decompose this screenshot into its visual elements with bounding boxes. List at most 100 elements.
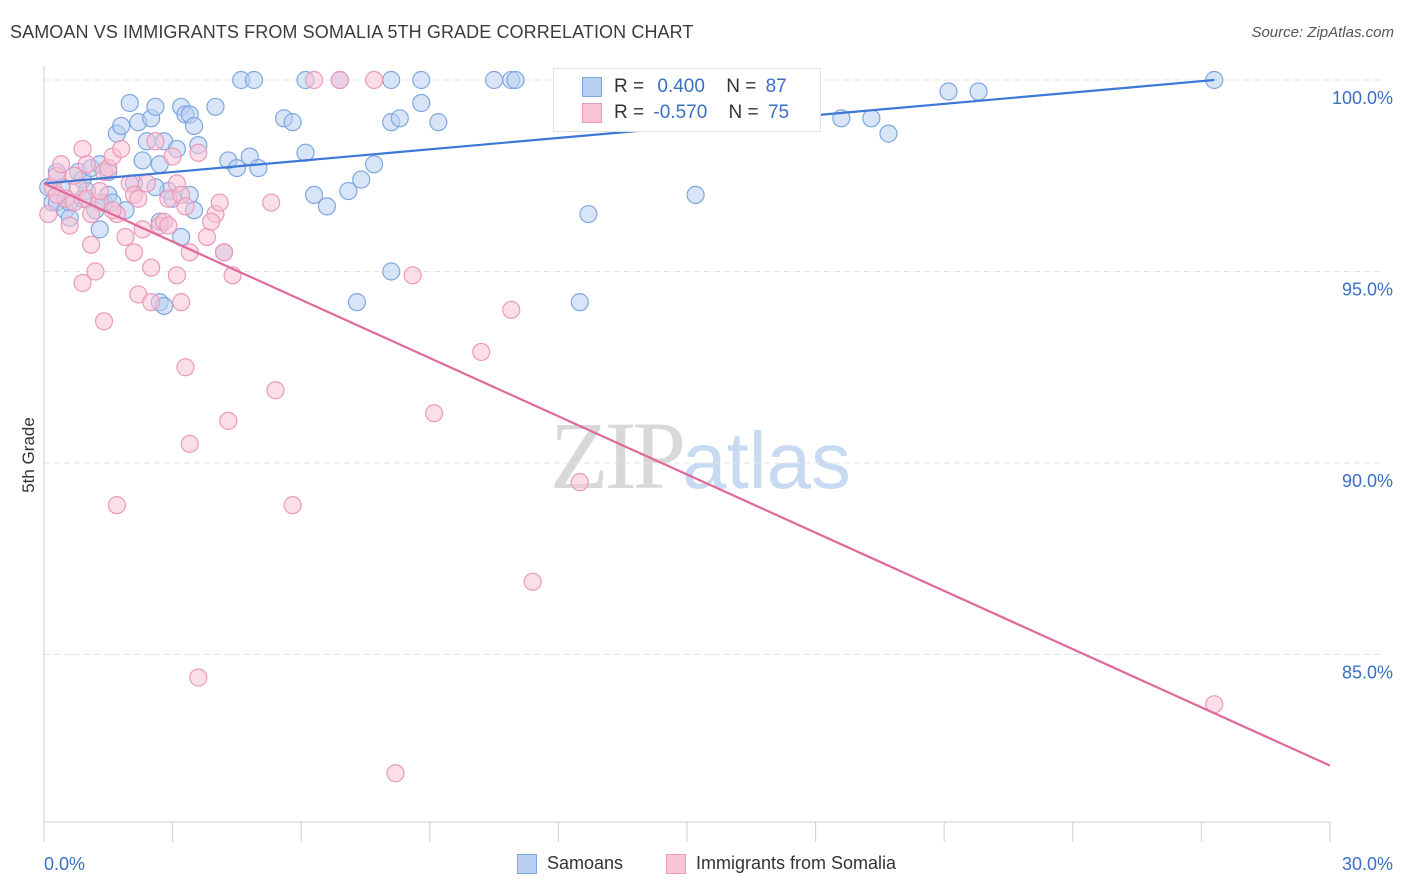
somalia-legend-swatch: [666, 854, 686, 874]
somalia-point: [219, 411, 238, 430]
samoans-point: [412, 93, 431, 113]
somalia-point: [189, 143, 208, 162]
samoans-point: [879, 124, 898, 143]
somalia-trend-line: [43, 182, 1331, 767]
samoans-point: [429, 113, 448, 132]
n-label: N =: [726, 76, 757, 97]
y-tick-label: 85.0%: [1342, 663, 1393, 683]
samoans-point: [244, 70, 264, 90]
y-tick-label: 95.0%: [1342, 280, 1393, 300]
somalia-point: [90, 181, 109, 201]
x-tick-label-max: 30.0%: [1342, 854, 1393, 874]
somalia-point: [403, 266, 422, 285]
samoans-point: [90, 220, 109, 239]
somalia-n-value: 75: [767, 102, 790, 123]
somalia-points: [39, 70, 1224, 783]
somalia-point: [52, 155, 71, 174]
somalia-point: [82, 235, 101, 254]
grid: [44, 79, 1380, 655]
somalia-point: [116, 227, 135, 247]
somalia-point: [214, 243, 234, 262]
somalia-point: [523, 572, 542, 591]
somalia-point: [142, 293, 161, 312]
somalia-point: [142, 258, 161, 277]
somalia-point: [266, 381, 285, 400]
somalia-point: [73, 273, 92, 293]
samoans-r-value: 0.400: [657, 76, 705, 97]
somalia-point: [330, 70, 349, 90]
x-tick-label-min: 0.0%: [44, 854, 85, 874]
somalia-point: [167, 266, 186, 285]
samoans-point: [862, 109, 881, 128]
y-tick-label: 90.0%: [1342, 471, 1393, 491]
samoans-point: [317, 197, 337, 216]
samoans-point: [283, 113, 302, 132]
samoans-legend-label: Samoans: [547, 853, 624, 873]
somalia-point: [77, 155, 96, 174]
somalia-point: [146, 132, 165, 151]
axes: [43, 66, 1331, 842]
samoans-point: [382, 70, 401, 90]
samoans-point: [364, 155, 384, 174]
somalia-point: [283, 496, 302, 515]
samoans-point: [352, 170, 371, 189]
samoans-point: [485, 70, 504, 90]
somalia-point: [176, 358, 195, 377]
watermark-atlas: atlas: [682, 416, 851, 505]
somalia-point: [180, 434, 199, 453]
samoans-point: [579, 204, 598, 224]
samoans-n-value: 87: [765, 76, 787, 97]
somalia-point: [210, 193, 229, 212]
somalia-point: [39, 204, 58, 224]
r-label: R =: [614, 102, 645, 123]
samoans-point: [969, 82, 988, 101]
source-label: Source: ZipAtlas.com: [1251, 24, 1394, 41]
somalia-point: [124, 243, 144, 262]
axis-labels: 85.0% 90.0% 95.0% 100.0% 0.0% 30.0% 5th Grade: [19, 88, 1393, 874]
y-axis-title: 5th Grade: [19, 417, 38, 493]
samoans-point: [686, 185, 705, 204]
n-label: N =: [728, 102, 759, 123]
samoans-point: [120, 93, 139, 113]
somalia-point: [502, 300, 521, 319]
somalia-r-value: -0.570: [653, 102, 708, 123]
somalia-point: [73, 139, 92, 159]
somalia-point: [424, 404, 444, 423]
somalia-point: [172, 293, 191, 312]
somalia-point: [262, 193, 281, 212]
samoans-point: [339, 181, 358, 201]
samoans-point: [347, 293, 367, 312]
samoans-point: [412, 70, 431, 90]
y-tick-label: 100.0%: [1332, 88, 1393, 108]
somalia-point: [364, 70, 384, 90]
samoans-point: [382, 262, 401, 281]
somalia-point: [304, 70, 324, 90]
samoans-legend-swatch: [517, 854, 537, 874]
samoans-point: [304, 185, 324, 204]
watermark-zip: ZIP: [550, 402, 686, 509]
legend-text-samoans: R = 0.400 N = 87: [614, 76, 787, 98]
samoans-point: [390, 109, 409, 128]
samoans-point: [570, 293, 589, 312]
samoans-point: [249, 158, 268, 178]
samoans-point: [506, 70, 525, 90]
somalia-point: [60, 216, 79, 235]
correlation-legend: R = 0.400 N = 87 R = -0.570 N = 75: [553, 68, 821, 132]
somalia-point: [472, 342, 491, 362]
somalia-point: [94, 312, 114, 331]
somalia-point: [129, 189, 148, 208]
samoans-point: [939, 82, 958, 101]
somalia-point: [163, 147, 182, 166]
somalia-point: [107, 496, 126, 515]
somalia-point: [189, 668, 208, 687]
samoans-point: [184, 116, 204, 136]
somalia-point: [202, 212, 221, 231]
legend-text-somalia: R = -0.570 N = 75: [614, 102, 789, 124]
watermark: ZIPatlas: [550, 400, 851, 511]
samoans-swatch: [582, 77, 602, 97]
somalia-point: [197, 227, 216, 247]
samoans-point: [206, 97, 225, 116]
samoans-point: [146, 97, 165, 116]
somalia-point: [386, 764, 405, 783]
